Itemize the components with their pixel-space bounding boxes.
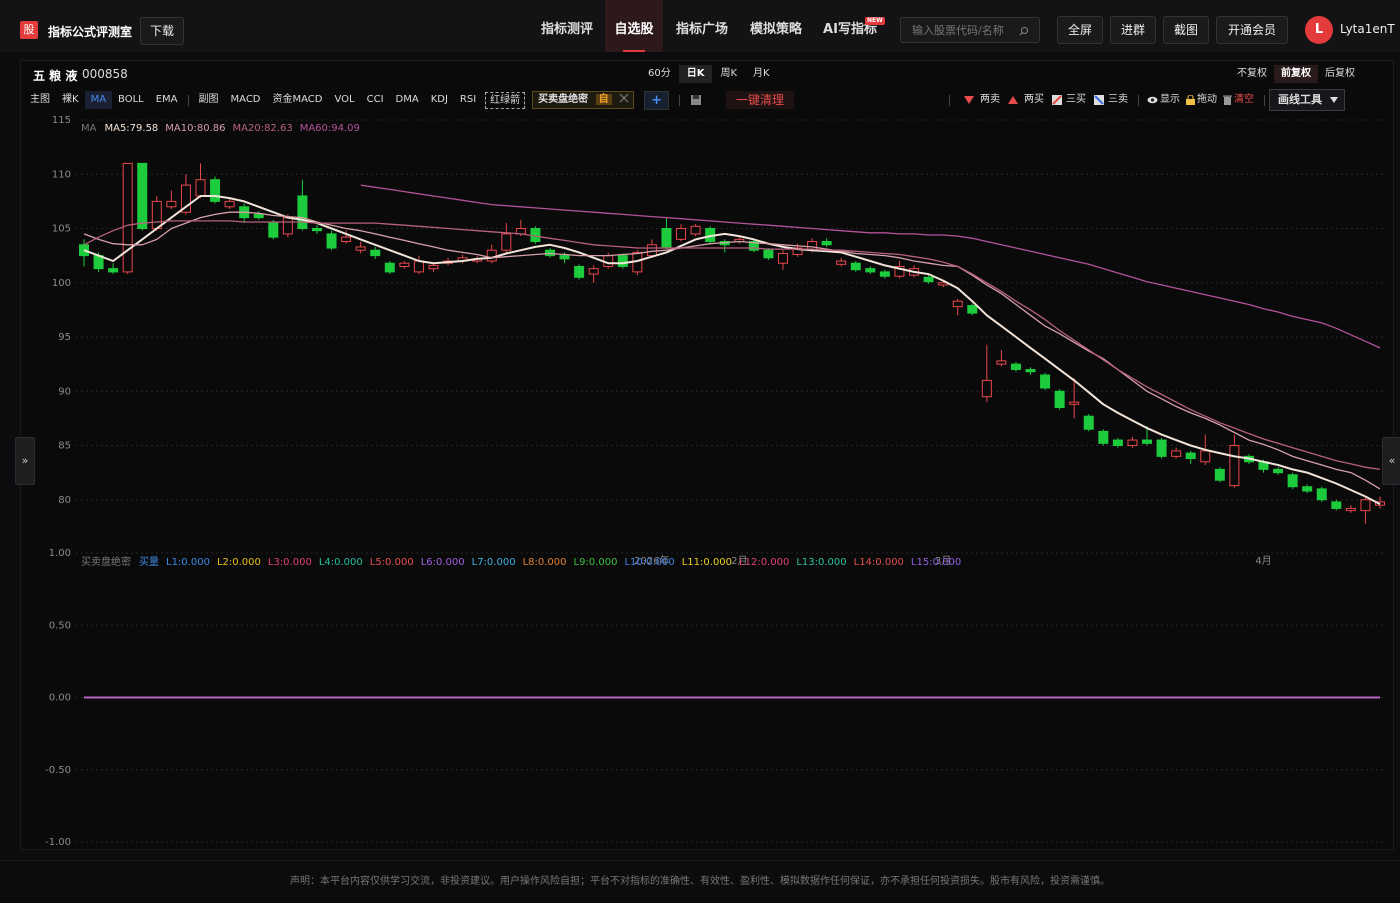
tool[interactable]: DMA (395, 94, 419, 105)
indicator-tag[interactable]: 买卖盘绝密 自 (532, 91, 635, 109)
signal-tool[interactable]: 两买 (1024, 94, 1044, 105)
period-tabs: 60分 日K 周K 月K (640, 65, 778, 83)
tool[interactable]: 红绿箭 (485, 91, 526, 109)
signal-tool[interactable]: 三买 (1066, 94, 1086, 105)
header: 股 指标公式评测室 下载 指标测评 自选股 指标广场 模拟策略 AI写指标 NE… (0, 0, 1400, 52)
tool[interactable]: EMA (155, 94, 178, 105)
tool[interactable]: KDJ (430, 94, 448, 105)
nav-badge: NEW (865, 17, 885, 25)
eye-icon (1147, 96, 1158, 104)
nav-item[interactable]: 指标测评 (540, 22, 593, 37)
stock-name: 五 粮 液 (33, 69, 78, 83)
footer: 声明：本平台内容仅供学习交流，非投资建议。用户操作风险自担；平台不对指标的准确性… (0, 860, 1400, 901)
app-title[interactable]: 指标公式评测室 (48, 25, 133, 39)
close-icon[interactable] (619, 93, 629, 103)
fullscreen-button[interactable]: 全屏 (1057, 16, 1103, 44)
period-tab[interactable]: 60分 (648, 68, 671, 79)
tool[interactable]: 主图 (30, 94, 50, 105)
chart-panel (20, 60, 1394, 850)
dropdown-icon (1329, 97, 1338, 103)
save-icon[interactable] (690, 94, 702, 106)
draw-tools-button[interactable]: 画线工具 (1269, 89, 1345, 111)
period-tab[interactable]: 月K (753, 68, 770, 79)
tool[interactable]: VOL (334, 94, 355, 105)
search-icon (1019, 27, 1028, 36)
display-tool[interactable]: 显示 (1160, 94, 1180, 105)
adjust-tab[interactable]: 后复权 (1325, 68, 1355, 79)
period-tab[interactable]: 日K (678, 65, 713, 83)
indicator-badge: 自 (595, 94, 612, 105)
clear-tool[interactable]: 清空 (1234, 94, 1254, 105)
signal-tool[interactable]: 三卖 (1108, 94, 1128, 105)
separator (187, 94, 189, 106)
group-button[interactable]: 进群 (1110, 16, 1156, 44)
period-tab[interactable]: 周K (720, 68, 738, 79)
search-box[interactable]: 输入股票代码/名称 (900, 17, 1040, 43)
expand-right[interactable]: « (1382, 437, 1400, 485)
adjust-tabs: 不复权 前复权 后复权 (1230, 65, 1362, 83)
tool[interactable]: 资金MACD (272, 94, 323, 105)
separator (949, 94, 950, 106)
stock-code: 000858 (82, 67, 128, 81)
lock-icon (1186, 95, 1195, 105)
trash-icon (1223, 95, 1232, 105)
clear-all-button[interactable]: 一键清理 (726, 91, 795, 109)
tool[interactable]: MACD (230, 94, 261, 105)
avatar[interactable]: L (1305, 16, 1333, 44)
logo[interactable]: 股 (20, 21, 38, 39)
search-placeholder: 输入股票代码/名称 (912, 24, 1004, 37)
nav-item[interactable]: 模拟策略 (749, 22, 802, 37)
tool[interactable]: RSI (459, 94, 477, 105)
adjust-tab[interactable]: 不复权 (1237, 68, 1267, 79)
sell3-icon (1094, 95, 1104, 105)
buy3-icon (1052, 95, 1062, 105)
separator (1138, 94, 1139, 106)
tool[interactable]: MA (84, 91, 113, 109)
disclaimer: 声明：本平台内容仅供学习交流，非投资建议。用户操作风险自担；平台不对指标的准确性… (290, 876, 1110, 887)
draw-tools-label: 画线工具 (1278, 93, 1322, 106)
vip-button[interactable]: 开通会员 (1216, 16, 1288, 44)
toolbar: 主图 裸K MA BOLL EMA 副图 MACD 资金MACD VOL CCI… (24, 90, 795, 110)
tool[interactable]: CCI (366, 94, 384, 105)
screenshot-button[interactable]: 截图 (1163, 16, 1209, 44)
nav-item[interactable]: 自选股 (605, 0, 663, 52)
drag-tool[interactable]: 拖动 (1197, 94, 1217, 105)
signal-tool[interactable]: 两卖 (980, 94, 1000, 105)
sell-icon (964, 96, 974, 104)
username[interactable]: Lyta1enT (1340, 22, 1395, 36)
nav-item[interactable]: 指标广场 (675, 22, 728, 37)
nav-item[interactable]: AI写指标 (823, 22, 877, 37)
tool[interactable]: 裸K (62, 94, 79, 105)
tool[interactable]: 副图 (198, 94, 219, 105)
buy-icon (1008, 96, 1018, 104)
indicator-name: 买卖盘绝密 (538, 94, 589, 105)
draw-toolbar: 两卖 两买 三买 三卖 显示 拖动 清空 画线工具 (945, 89, 1345, 111)
separator (679, 94, 681, 106)
expand-left[interactable]: » (15, 437, 35, 485)
adjust-tab[interactable]: 前复权 (1274, 65, 1318, 83)
tool[interactable]: BOLL (118, 94, 144, 105)
add-button[interactable]: + (644, 90, 670, 110)
separator (1264, 94, 1265, 106)
download-button[interactable]: 下载 (140, 17, 184, 45)
